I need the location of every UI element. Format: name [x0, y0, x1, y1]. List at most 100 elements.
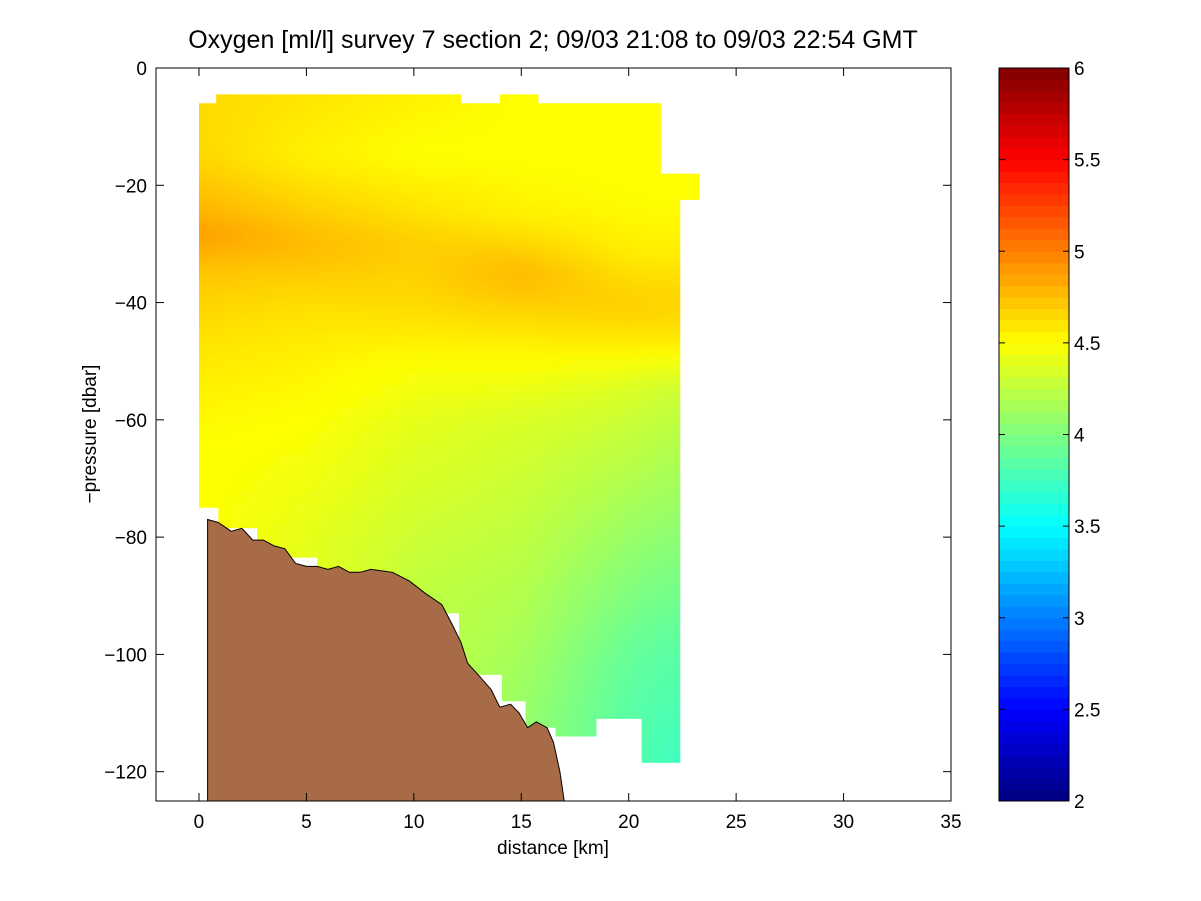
- field-cell: [209, 443, 221, 456]
- field-cell: [467, 572, 479, 585]
- field-cell: [424, 94, 436, 104]
- field-cell: [456, 114, 469, 128]
- colorbar-band: [999, 514, 1069, 527]
- field-cell: [499, 161, 512, 175]
- field-cell: [521, 513, 533, 526]
- field-cell: [370, 220, 383, 233]
- field-cell: [467, 150, 479, 163]
- field-cell: [403, 290, 415, 304]
- field-cell: [413, 419, 426, 433]
- field-cell: [585, 255, 597, 268]
- field-cell: [478, 173, 490, 186]
- colorbar-band: [999, 331, 1069, 344]
- field-cell: [553, 642, 565, 655]
- colorbar-band: [999, 686, 1069, 699]
- field-cell: [456, 501, 469, 515]
- field-cell: [478, 443, 490, 456]
- field-cell: [532, 713, 544, 726]
- field-cell: [306, 490, 318, 503]
- field-cell: [660, 349, 673, 362]
- field-cell: [489, 208, 501, 221]
- field-cell: [618, 161, 630, 175]
- field-cell: [263, 185, 275, 198]
- field-cell: [564, 619, 576, 632]
- field-cell: [446, 302, 458, 315]
- field-cell: [660, 677, 673, 691]
- field-cell: [671, 466, 683, 480]
- field-cell: [607, 584, 619, 597]
- field-cell: [564, 501, 576, 515]
- field-cell: [317, 384, 329, 397]
- field-cell: [327, 478, 340, 491]
- field-cell: [284, 361, 297, 374]
- field-cell: [639, 701, 651, 714]
- field-cell: [435, 443, 447, 456]
- colorbar-band: [999, 468, 1069, 481]
- field-cell: [199, 103, 211, 116]
- field-cell: [241, 361, 254, 374]
- field-cell: [521, 103, 533, 116]
- field-cell: [456, 326, 469, 339]
- field-cell: [370, 173, 383, 186]
- field-cell: [489, 302, 501, 315]
- field-cell: [618, 255, 630, 268]
- field-cell: [660, 525, 673, 538]
- field-cell: [446, 290, 458, 304]
- field-cell: [532, 267, 544, 280]
- colorbar-band: [999, 285, 1069, 298]
- field-cell: [252, 372, 264, 386]
- field-cell: [446, 267, 458, 280]
- field-cell: [499, 630, 512, 644]
- field-cell: [575, 185, 587, 198]
- colorbar-band: [999, 388, 1069, 401]
- field-cell: [446, 501, 458, 515]
- field-cell: [446, 349, 458, 362]
- field-cell: [446, 584, 458, 597]
- field-cell: [328, 56, 339, 68]
- field-cell: [263, 138, 275, 151]
- field-cell: [553, 431, 565, 444]
- field-cell: [499, 103, 512, 116]
- field-cell: [489, 220, 501, 233]
- field-cell: [370, 396, 383, 409]
- field-cell: [511, 56, 522, 68]
- field-cell: [392, 419, 404, 433]
- field-cell: [327, 150, 340, 163]
- field-cell: [317, 419, 329, 433]
- field-cell: [274, 490, 286, 503]
- field-cell: [596, 443, 608, 456]
- field-cell: [585, 290, 597, 304]
- field-cell: [263, 232, 275, 245]
- field-cell: [660, 314, 673, 327]
- field-cell: [220, 478, 232, 491]
- field-cell: [542, 267, 555, 280]
- field-cell: [618, 302, 630, 315]
- field-cell: [618, 525, 630, 538]
- field-cell: [360, 384, 372, 397]
- field-cell: [360, 396, 372, 409]
- field-cell: [553, 337, 565, 350]
- field-cell: [446, 138, 458, 151]
- field-cell: [489, 372, 501, 386]
- field-cell: [639, 525, 651, 538]
- field-cell: [585, 103, 597, 116]
- field-cell: [532, 525, 544, 538]
- field-cell: [671, 220, 683, 233]
- field-cell: [435, 103, 447, 116]
- field-cell: [585, 513, 597, 526]
- field-cell: [628, 197, 640, 210]
- field-cell: [284, 396, 297, 409]
- field-cell: [456, 361, 469, 374]
- field-cell: [360, 337, 372, 350]
- field-cell: [327, 279, 340, 292]
- field-cell: [456, 513, 469, 526]
- field-cell: [564, 173, 576, 186]
- field-cell: [349, 185, 361, 198]
- field-cell: [564, 337, 576, 350]
- field-cell: [338, 114, 350, 128]
- field-cell: [521, 326, 533, 339]
- field-cell: [596, 372, 608, 386]
- field-cell: [596, 501, 608, 515]
- field-cell: [446, 255, 458, 268]
- field-cell: [284, 103, 297, 116]
